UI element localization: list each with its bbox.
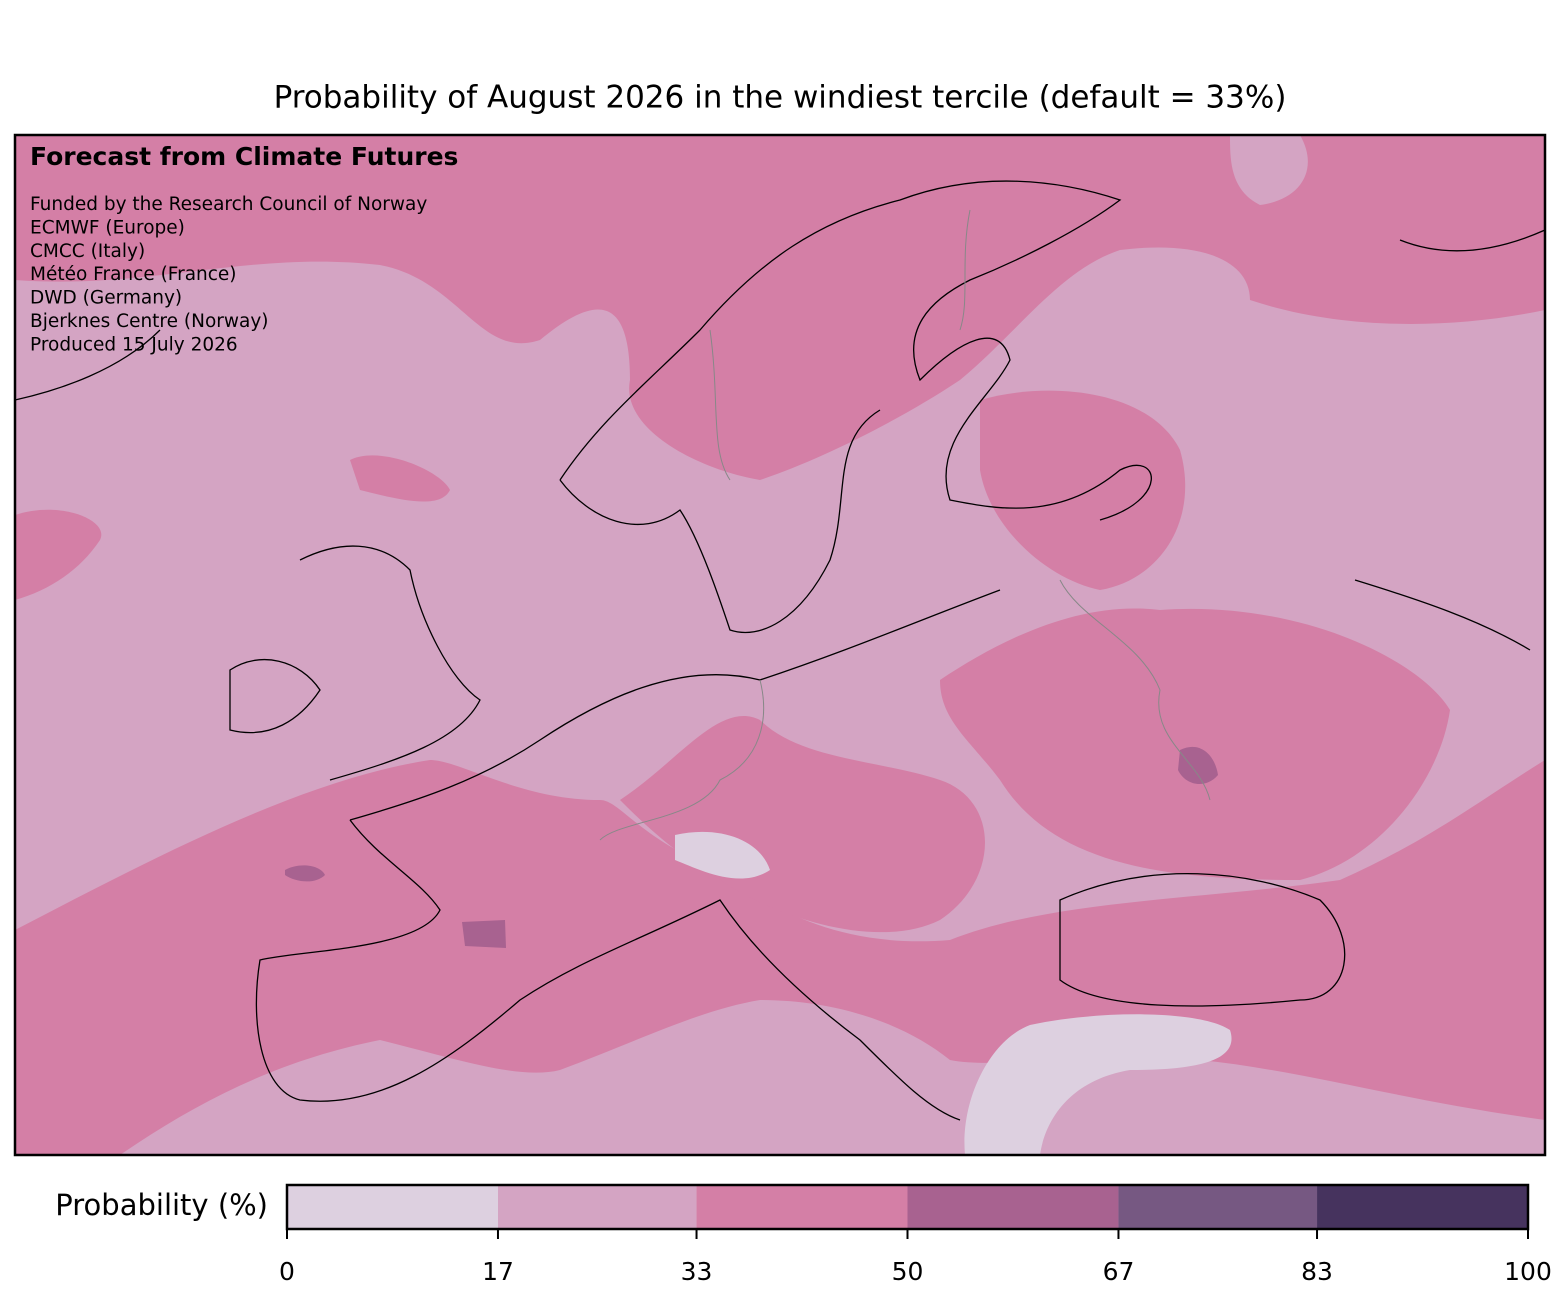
map-title: Probability of August 2026 in the windie… bbox=[274, 80, 1287, 116]
region-33-50 bbox=[940, 608, 1450, 880]
colorbar-tick-label: 50 bbox=[892, 1257, 924, 1286]
region-0-17 bbox=[964, 1014, 1232, 1155]
map-frame bbox=[13, 133, 1547, 1157]
annotation-line: ECMWF (Europe) bbox=[30, 217, 185, 238]
colorbar-segment bbox=[907, 1185, 1119, 1229]
region-0-17 bbox=[675, 831, 770, 879]
map bbox=[13, 133, 1547, 1157]
colorbar-tick-label: 17 bbox=[482, 1257, 514, 1286]
colorbar-tick-label: 0 bbox=[279, 1257, 295, 1286]
borders bbox=[599, 209, 1211, 841]
region-33-50 bbox=[620, 716, 985, 933]
region-50-67 bbox=[1178, 746, 1218, 785]
colorbar-tick-label: 67 bbox=[1103, 1257, 1135, 1286]
region-33-50 bbox=[980, 390, 1186, 590]
region-17-33 bbox=[1230, 135, 1308, 205]
region-33-50 bbox=[15, 509, 102, 600]
annotation-line: DWD (Germany) bbox=[30, 288, 182, 309]
colorbar-segment bbox=[497, 1185, 697, 1229]
annotation-heading: Forecast from Climate Futures bbox=[30, 142, 458, 171]
annotation-line: Produced 15 July 2026 bbox=[30, 334, 238, 355]
colorbar-segment bbox=[287, 1185, 498, 1229]
region-33-50 bbox=[350, 455, 450, 502]
colorbar-label: Probability (%) bbox=[55, 1188, 268, 1222]
annotation-line: CMCC (Italy) bbox=[30, 241, 145, 262]
colorbar-segment bbox=[1317, 1185, 1528, 1229]
annotation-line: Météo France (France) bbox=[30, 264, 237, 285]
region-17-33 bbox=[35, 739, 100, 794]
colorbar-segment bbox=[1118, 1185, 1318, 1229]
colorbar-tick-label: 33 bbox=[681, 1257, 713, 1286]
colorbar-tick-label: 83 bbox=[1301, 1257, 1333, 1286]
colorbar: 0 17 33 50 67 83 100 bbox=[279, 1183, 1552, 1286]
colorbar-tick-label: 100 bbox=[1504, 1257, 1552, 1286]
colorbar-segment bbox=[696, 1185, 908, 1229]
region-50-67 bbox=[462, 920, 506, 948]
annotation-lines: Funded by the Research Council of Norway… bbox=[30, 194, 427, 355]
region-50-67 bbox=[285, 865, 325, 882]
region-17-33 bbox=[120, 1000, 1545, 1155]
annotation-line: Bjerknes Centre (Norway) bbox=[30, 311, 269, 332]
coastlines bbox=[15, 180, 1545, 1121]
annotation-line: Funded by the Research Council of Norway bbox=[30, 194, 427, 215]
